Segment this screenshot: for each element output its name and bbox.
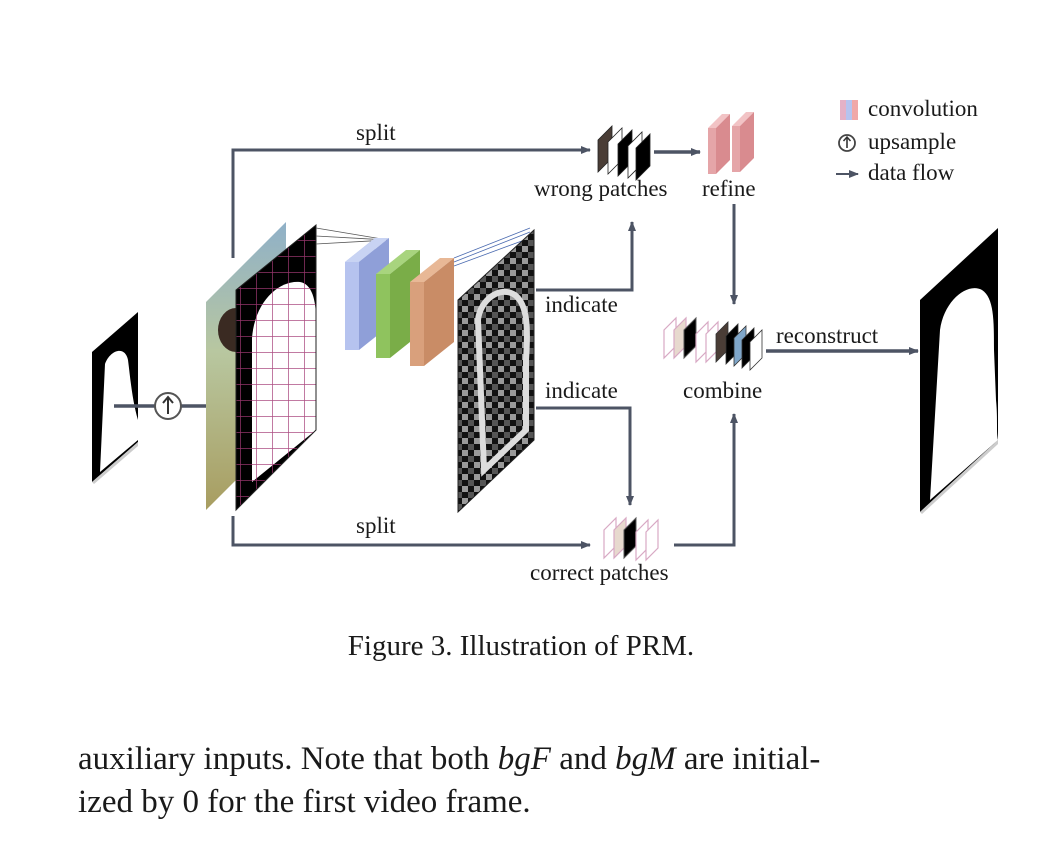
- combine-label: combine: [683, 378, 763, 403]
- convolution-legend-icon: [840, 100, 858, 120]
- upsample-icon: [154, 392, 182, 420]
- error-map: [457, 228, 535, 514]
- body-line-1-post: are initial-: [675, 741, 821, 777]
- conv-block-orange: [410, 258, 454, 366]
- indicate-top-label: indicate: [545, 292, 618, 317]
- combined-patches: [663, 316, 763, 371]
- split-top-arrow: [231, 146, 591, 258]
- body-line-1-mid: and: [550, 741, 616, 777]
- wrong-patches: [597, 125, 651, 181]
- math-bgF: bgF: [497, 741, 551, 777]
- math-bgM: bgM: [615, 741, 676, 777]
- correct-patches: [603, 516, 659, 562]
- input-low-res-mask: [92, 312, 138, 484]
- legend-data-flow-label: data flow: [868, 160, 955, 185]
- body-line-2: ized by 0 for the first video frame.: [78, 784, 531, 820]
- reconstruct-label: reconstruct: [776, 323, 879, 348]
- indicate-top-arrow: [536, 221, 636, 292]
- prm-diagram: [92, 100, 998, 562]
- conv-block-blue: [345, 238, 389, 350]
- prm-figure: split wrong patches refine indicate indi…: [92, 96, 998, 585]
- input-image-stack: [206, 222, 317, 512]
- legend-convolution-label: convolution: [868, 96, 978, 121]
- body-paragraph: auxiliary inputs. Note that both bgF and…: [78, 738, 998, 824]
- legend-upsample-label: upsample: [868, 129, 957, 154]
- indicate-bottom-label: indicate: [545, 378, 618, 403]
- conv-output-lines: [453, 227, 531, 267]
- correct-to-combine-arrow: [674, 413, 738, 547]
- split-top-label: split: [356, 120, 396, 145]
- indicate-bottom-arrow: [536, 406, 634, 506]
- split-bottom-arrow: [231, 516, 591, 549]
- upsample-legend-icon: [838, 134, 856, 152]
- wrong-patches-label: wrong patches: [534, 176, 668, 201]
- output-high-res-mask: [920, 228, 998, 514]
- body-line-1: auxiliary inputs. Note that both bgF and…: [78, 738, 998, 781]
- refine-label: refine: [702, 176, 756, 201]
- correct-patches-label: correct patches: [530, 560, 669, 585]
- body-line-1-pre: auxiliary inputs. Note that both: [78, 741, 498, 777]
- split-bottom-label: split: [356, 513, 396, 538]
- refine-block: [708, 112, 754, 174]
- figure-caption: Figure 3. Illustration of PRM.: [347, 630, 695, 662]
